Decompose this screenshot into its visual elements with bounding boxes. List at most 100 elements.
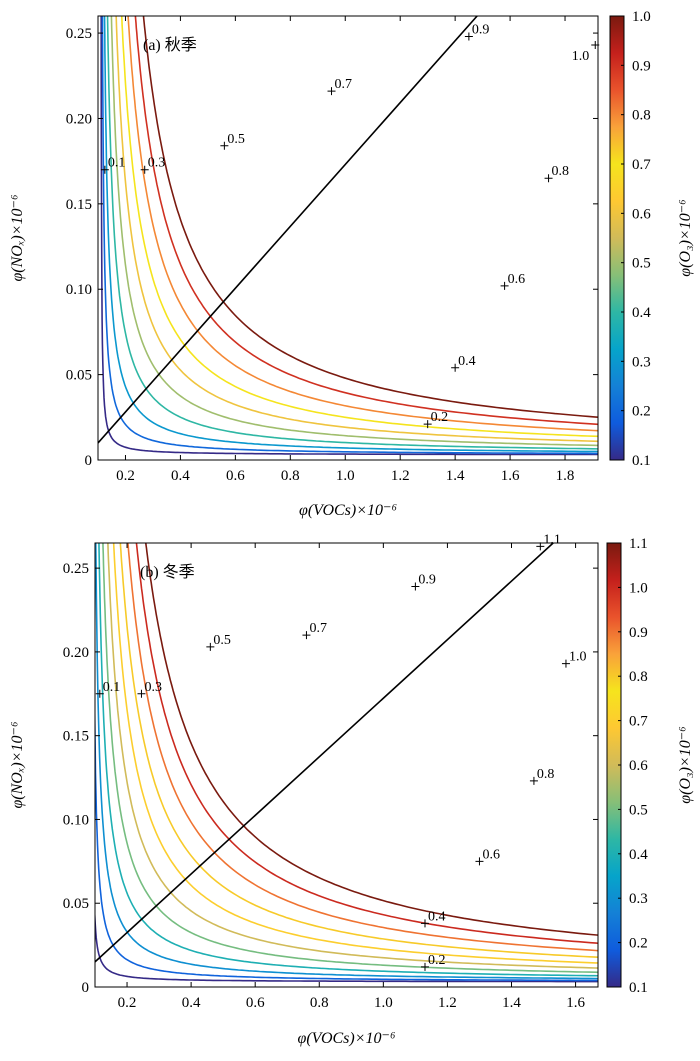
colorbar-tick-label: 0.7 <box>632 157 651 173</box>
y-tick-label: 0.25 <box>66 26 92 42</box>
contour-line-0-3 <box>95 543 598 980</box>
y-tick-label: 0.20 <box>63 645 89 661</box>
x-tick-label: 0.2 <box>118 995 137 1011</box>
contour-label: 0.6 <box>482 847 500 862</box>
contour-label: 0.2 <box>428 953 446 968</box>
contour-line-0-8 <box>119 543 598 959</box>
colorbar-tick-label: 0.2 <box>632 404 651 420</box>
plot-frame <box>97 15 599 461</box>
colorbar-tick-label: 1.0 <box>629 580 648 596</box>
contour-label-marker <box>327 87 336 96</box>
x-tick-label: 0.2 <box>116 468 135 484</box>
contour-label-marker <box>140 165 149 174</box>
contour-label-marker <box>100 165 109 174</box>
colorbar-tick-label: 0.9 <box>632 58 651 74</box>
y-tick-label: 0.15 <box>66 197 92 213</box>
contour-lines <box>95 543 598 983</box>
contour-line-0-4 <box>106 16 598 450</box>
contour-label-marker <box>451 363 460 372</box>
contour-label-marker <box>561 659 570 668</box>
panel-title: (b) 冬季 <box>140 563 195 581</box>
y-axis-label: φ(NOₓ)×10⁻⁶ <box>9 194 26 282</box>
colorbar-tick-label: 0.1 <box>629 980 648 996</box>
contour-line-0-4 <box>98 543 598 977</box>
x-tick-label: 1.0 <box>374 995 393 1011</box>
ridge-line <box>95 543 554 963</box>
contour-label: 0.7 <box>309 621 327 636</box>
colorbar-tick-label: 0.1 <box>632 453 651 469</box>
contour-label-marker <box>302 631 311 640</box>
contour-label: 1.0 <box>572 49 590 64</box>
contour-line-0-6 <box>107 543 598 969</box>
contour-label-marker <box>536 542 545 551</box>
contour-label-marker <box>420 919 429 928</box>
x-axis-label: φ(VOCs)×10⁻⁶ <box>297 1030 396 1047</box>
contour-label-marker <box>137 689 146 698</box>
contour-label: 0.1 <box>108 156 126 171</box>
contour-label: 0.2 <box>431 410 449 425</box>
panel-title: (a) 秋季 <box>143 36 197 54</box>
contour-label: 1.0 <box>569 650 587 665</box>
contour-label-marker <box>475 857 484 866</box>
contour-label-marker <box>411 582 420 591</box>
y-tick-label: 0 <box>82 980 90 996</box>
contour-label-marker <box>95 689 104 698</box>
y-tick-label: 0.15 <box>63 729 89 745</box>
x-tick-label: 1.4 <box>446 468 465 484</box>
colorbar-tick-label: 1.0 <box>632 9 651 25</box>
colorbar <box>609 15 625 461</box>
y-tick-label: 0.10 <box>66 282 92 298</box>
contour-line-0-7 <box>112 543 598 964</box>
x-tick-label: 1.0 <box>336 468 355 484</box>
contour-label: 0.7 <box>335 77 353 92</box>
contour-label-marker <box>500 281 509 290</box>
contour-line-1 <box>142 16 598 418</box>
contour-label-marker <box>464 32 473 41</box>
x-tick-label: 0.4 <box>171 468 190 484</box>
contour-label: 0.9 <box>472 22 490 37</box>
contour-line-0-9 <box>127 543 598 952</box>
colorbar-tick-label: 0.6 <box>632 206 651 222</box>
contour-line-1 <box>135 543 598 945</box>
colorbar-tick-label: 0.7 <box>629 714 648 730</box>
contour-label: 0.4 <box>428 909 446 924</box>
contour-line-0-1 <box>100 16 598 456</box>
contour-label: 0.9 <box>418 573 436 588</box>
y-tick-label: 0.10 <box>63 812 89 828</box>
y-tick-label: 0.20 <box>66 111 92 127</box>
contour-line-1-1 <box>145 543 598 936</box>
colorbar-tick-label: 0.3 <box>629 891 648 907</box>
plot-frame <box>94 542 599 988</box>
colorbar-tick-label: 0.8 <box>632 108 651 124</box>
colorbar-tick-label: 0.5 <box>632 256 651 272</box>
colorbar-tick-label: 0.4 <box>632 305 651 321</box>
x-tick-label: 0.6 <box>226 468 245 484</box>
contour-line-0-5 <box>110 16 598 447</box>
contour-label: 0.5 <box>213 633 231 648</box>
colorbar-tick-label: 0.2 <box>629 936 648 952</box>
contour-label-marker <box>423 420 432 429</box>
x-tick-label: 0.6 <box>246 995 265 1011</box>
ridge-line <box>98 16 478 444</box>
colorbar-tick-label: 1.1 <box>629 536 648 552</box>
contour-label: 0.3 <box>148 156 166 171</box>
colorbar-tick-label: 0.3 <box>632 354 651 370</box>
contour-label: 0.1 <box>103 680 121 695</box>
x-tick-label: 1.4 <box>502 995 521 1011</box>
contour-label: 1.1 <box>543 532 561 547</box>
x-tick-label: 0.4 <box>182 995 201 1011</box>
contour-line-0-8 <box>127 16 598 432</box>
colorbar-tick-label: 0.5 <box>629 802 648 818</box>
x-tick-label: 1.2 <box>438 995 457 1011</box>
y-tick-label: 0.05 <box>63 896 89 912</box>
contour-line-0-7 <box>120 16 598 438</box>
colorbar-tick-label: 0.6 <box>629 758 648 774</box>
x-tick-label: 1.8 <box>556 468 575 484</box>
contour-line-0-6 <box>115 16 598 443</box>
y-tick-label: 0 <box>85 453 93 469</box>
contour-label: 0.8 <box>537 767 555 782</box>
contour-label: 0.8 <box>552 164 570 179</box>
chart-panel-b: 0.1 0.3 0.5 0.7 0.9 1.1 1.0 0.8 0.6 0.4 0.2 0.2 0.4 0… <box>9 532 694 1047</box>
contour-line-0-1 <box>95 898 598 983</box>
